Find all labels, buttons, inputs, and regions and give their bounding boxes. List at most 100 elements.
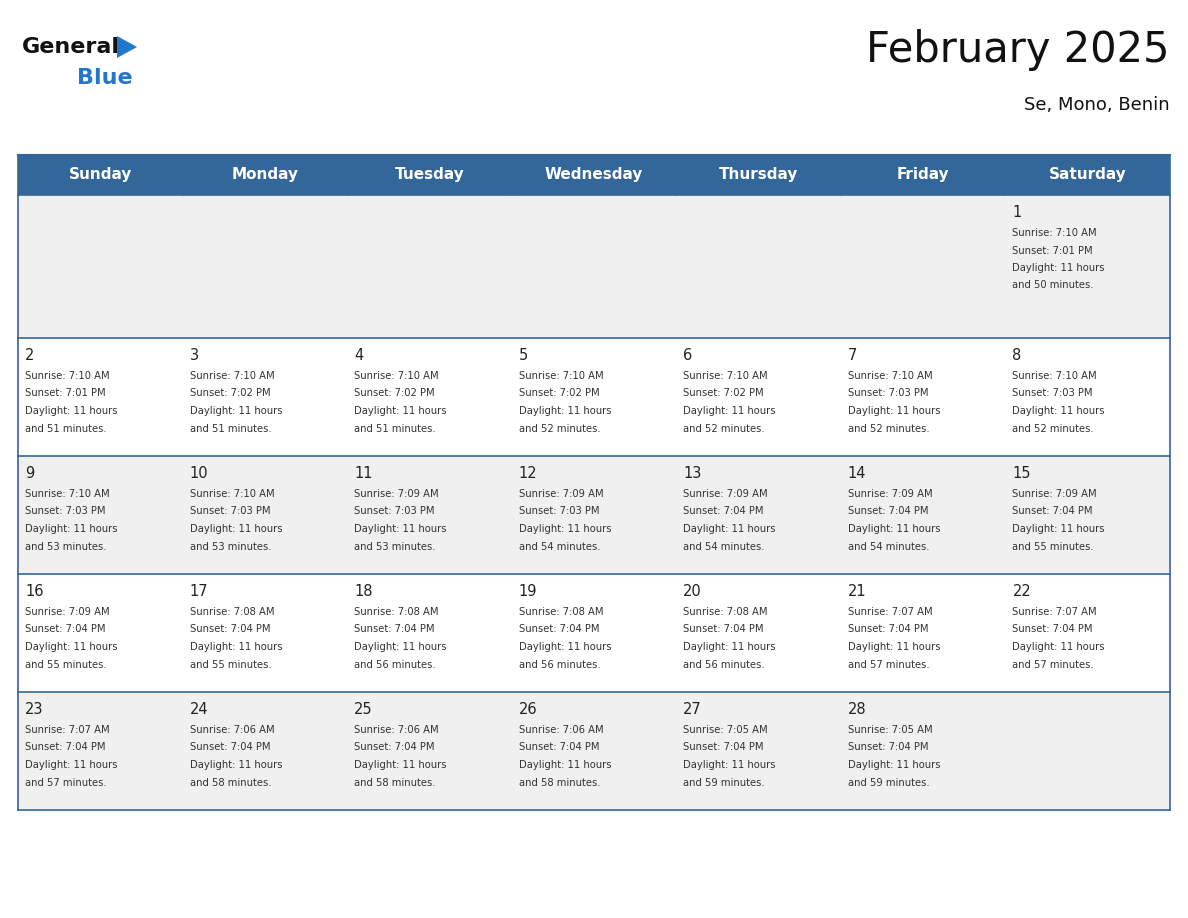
Text: and 52 minutes.: and 52 minutes. xyxy=(519,423,600,433)
Text: and 57 minutes.: and 57 minutes. xyxy=(1012,659,1094,669)
Bar xyxy=(18,692,1170,810)
Text: Daylight: 11 hours: Daylight: 11 hours xyxy=(354,524,447,534)
Text: Sunset: 7:03 PM: Sunset: 7:03 PM xyxy=(848,388,928,398)
Text: and 59 minutes.: and 59 minutes. xyxy=(848,778,929,788)
Text: General: General xyxy=(23,37,120,57)
Text: Daylight: 11 hours: Daylight: 11 hours xyxy=(190,524,282,534)
Text: Sunrise: 7:07 AM: Sunrise: 7:07 AM xyxy=(1012,607,1097,617)
Text: 26: 26 xyxy=(519,702,537,717)
Text: Sunrise: 7:06 AM: Sunrise: 7:06 AM xyxy=(354,725,438,735)
Text: Sunset: 7:03 PM: Sunset: 7:03 PM xyxy=(354,507,435,517)
Text: 12: 12 xyxy=(519,466,537,481)
Text: Sunrise: 7:08 AM: Sunrise: 7:08 AM xyxy=(519,607,604,617)
Text: and 54 minutes.: and 54 minutes. xyxy=(848,542,929,552)
Bar xyxy=(18,338,1170,456)
Text: Daylight: 11 hours: Daylight: 11 hours xyxy=(354,406,447,416)
Text: 5: 5 xyxy=(519,348,527,363)
Text: 22: 22 xyxy=(1012,584,1031,599)
Text: Thursday: Thursday xyxy=(719,167,798,183)
Text: Sunrise: 7:09 AM: Sunrise: 7:09 AM xyxy=(25,607,109,617)
Text: Daylight: 11 hours: Daylight: 11 hours xyxy=(848,406,941,416)
Text: Sunrise: 7:09 AM: Sunrise: 7:09 AM xyxy=(519,489,604,499)
Text: Sunrise: 7:10 AM: Sunrise: 7:10 AM xyxy=(25,489,109,499)
Text: Sunset: 7:04 PM: Sunset: 7:04 PM xyxy=(354,743,435,753)
Text: 2: 2 xyxy=(25,348,34,363)
Text: Sunrise: 7:08 AM: Sunrise: 7:08 AM xyxy=(683,607,767,617)
Text: Sunrise: 7:10 AM: Sunrise: 7:10 AM xyxy=(1012,371,1097,381)
Text: and 55 minutes.: and 55 minutes. xyxy=(1012,542,1094,552)
Text: Sunset: 7:04 PM: Sunset: 7:04 PM xyxy=(190,743,270,753)
Text: and 56 minutes.: and 56 minutes. xyxy=(519,659,600,669)
Text: 4: 4 xyxy=(354,348,364,363)
Text: Sunrise: 7:06 AM: Sunrise: 7:06 AM xyxy=(190,725,274,735)
Text: 10: 10 xyxy=(190,466,208,481)
Text: Sunrise: 7:10 AM: Sunrise: 7:10 AM xyxy=(1012,228,1097,238)
Text: Saturday: Saturday xyxy=(1049,167,1126,183)
Text: Sunrise: 7:10 AM: Sunrise: 7:10 AM xyxy=(25,371,109,381)
Text: 1: 1 xyxy=(1012,205,1022,220)
Text: 6: 6 xyxy=(683,348,693,363)
Text: Se, Mono, Benin: Se, Mono, Benin xyxy=(1024,96,1170,114)
Text: 18: 18 xyxy=(354,584,373,599)
Text: Friday: Friday xyxy=(897,167,949,183)
Bar xyxy=(18,574,1170,692)
Text: and 55 minutes.: and 55 minutes. xyxy=(190,659,271,669)
Text: Daylight: 11 hours: Daylight: 11 hours xyxy=(25,524,118,534)
Text: Sunrise: 7:08 AM: Sunrise: 7:08 AM xyxy=(354,607,438,617)
Text: Sunset: 7:04 PM: Sunset: 7:04 PM xyxy=(683,624,764,634)
Text: Daylight: 11 hours: Daylight: 11 hours xyxy=(1012,524,1105,534)
Text: Daylight: 11 hours: Daylight: 11 hours xyxy=(190,642,282,652)
Text: 25: 25 xyxy=(354,702,373,717)
Text: and 57 minutes.: and 57 minutes. xyxy=(848,659,929,669)
Text: 23: 23 xyxy=(25,702,44,717)
Text: 19: 19 xyxy=(519,584,537,599)
Text: and 54 minutes.: and 54 minutes. xyxy=(519,542,600,552)
Text: Sunset: 7:03 PM: Sunset: 7:03 PM xyxy=(190,507,270,517)
Text: 13: 13 xyxy=(683,466,702,481)
Text: 24: 24 xyxy=(190,702,208,717)
Text: Daylight: 11 hours: Daylight: 11 hours xyxy=(354,760,447,770)
Text: Sunset: 7:04 PM: Sunset: 7:04 PM xyxy=(1012,624,1093,634)
Text: and 57 minutes.: and 57 minutes. xyxy=(25,778,107,788)
Text: Sunday: Sunday xyxy=(69,167,132,183)
Text: and 52 minutes.: and 52 minutes. xyxy=(683,423,765,433)
Text: Sunset: 7:02 PM: Sunset: 7:02 PM xyxy=(519,388,599,398)
Text: Sunrise: 7:06 AM: Sunrise: 7:06 AM xyxy=(519,725,604,735)
Text: Sunset: 7:04 PM: Sunset: 7:04 PM xyxy=(519,743,599,753)
Bar xyxy=(18,195,1170,338)
Text: Sunrise: 7:10 AM: Sunrise: 7:10 AM xyxy=(190,371,274,381)
Text: and 51 minutes.: and 51 minutes. xyxy=(190,423,271,433)
Text: 9: 9 xyxy=(25,466,34,481)
Text: Sunrise: 7:09 AM: Sunrise: 7:09 AM xyxy=(1012,489,1097,499)
Text: 15: 15 xyxy=(1012,466,1031,481)
Text: Sunrise: 7:09 AM: Sunrise: 7:09 AM xyxy=(683,489,767,499)
Text: Sunset: 7:04 PM: Sunset: 7:04 PM xyxy=(354,624,435,634)
Text: Daylight: 11 hours: Daylight: 11 hours xyxy=(190,406,282,416)
Text: Tuesday: Tuesday xyxy=(394,167,465,183)
Text: Sunrise: 7:09 AM: Sunrise: 7:09 AM xyxy=(354,489,438,499)
Text: Daylight: 11 hours: Daylight: 11 hours xyxy=(848,524,941,534)
Text: Sunset: 7:04 PM: Sunset: 7:04 PM xyxy=(1012,507,1093,517)
Text: 7: 7 xyxy=(848,348,858,363)
Text: 8: 8 xyxy=(1012,348,1022,363)
Text: Sunrise: 7:07 AM: Sunrise: 7:07 AM xyxy=(848,607,933,617)
Text: Sunrise: 7:10 AM: Sunrise: 7:10 AM xyxy=(848,371,933,381)
Text: February 2025: February 2025 xyxy=(866,29,1170,71)
Text: 27: 27 xyxy=(683,702,702,717)
Text: Sunset: 7:04 PM: Sunset: 7:04 PM xyxy=(848,743,928,753)
Text: 21: 21 xyxy=(848,584,866,599)
Text: Monday: Monday xyxy=(232,167,298,183)
Text: Daylight: 11 hours: Daylight: 11 hours xyxy=(848,760,941,770)
Text: 28: 28 xyxy=(848,702,866,717)
Text: Sunset: 7:04 PM: Sunset: 7:04 PM xyxy=(683,507,764,517)
Text: and 59 minutes.: and 59 minutes. xyxy=(683,778,765,788)
Text: 3: 3 xyxy=(190,348,198,363)
Text: Sunrise: 7:07 AM: Sunrise: 7:07 AM xyxy=(25,725,109,735)
Text: Sunset: 7:04 PM: Sunset: 7:04 PM xyxy=(519,624,599,634)
Text: Daylight: 11 hours: Daylight: 11 hours xyxy=(683,406,776,416)
Text: Daylight: 11 hours: Daylight: 11 hours xyxy=(1012,642,1105,652)
Text: and 53 minutes.: and 53 minutes. xyxy=(190,542,271,552)
Text: Sunrise: 7:10 AM: Sunrise: 7:10 AM xyxy=(683,371,767,381)
Text: and 53 minutes.: and 53 minutes. xyxy=(25,542,107,552)
Text: Daylight: 11 hours: Daylight: 11 hours xyxy=(190,760,282,770)
